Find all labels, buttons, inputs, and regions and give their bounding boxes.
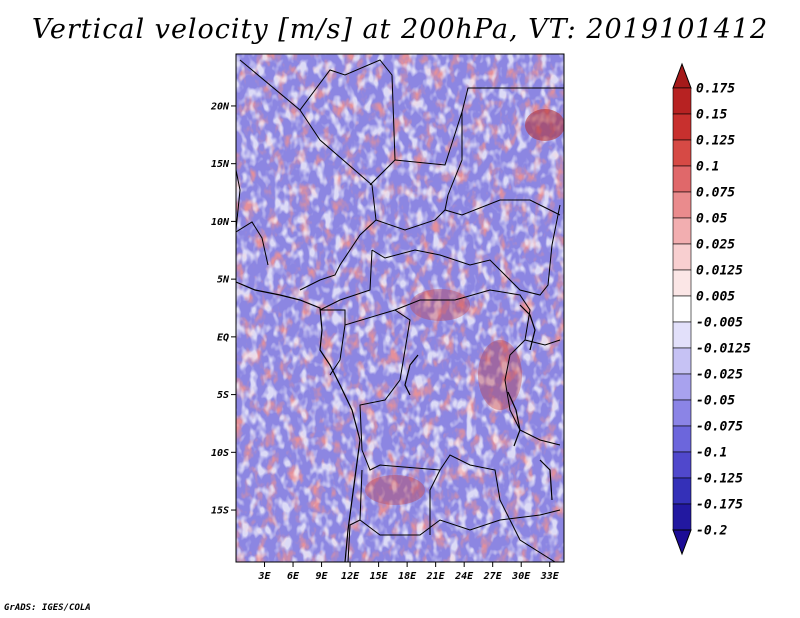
colorbar-segment [672,321,692,349]
lon-tick-label: 33E [540,571,560,582]
positive-patch-south [365,475,425,505]
lat-tick-label: 5N [217,275,230,286]
velocity-field [236,54,564,562]
lat-tick-label: EQ [217,332,229,343]
colorbar-segment [672,243,692,271]
colorbar-label: -0.125 [696,472,743,487]
positive-patch-ne [525,109,564,141]
lon-tick-label: 24E [454,571,474,582]
colorbar-label: -0.05 [696,394,735,409]
colorbar-bottom-arrow [672,529,692,556]
lon-tick-label: 21E [426,571,446,582]
lon-tick-label: 9E [316,571,329,582]
colorbar-label: 0.175 [696,82,735,97]
colorbar-segment [672,399,692,427]
lon-tick-label: 15E [370,571,389,582]
colorbar-segment [672,477,692,505]
positive-patch-central [410,289,470,321]
lat-tick-label: 5S [217,390,229,401]
lon-tick-label: 12E [341,571,360,582]
lat-tick-label: 10N [211,217,230,228]
colorbar-label: 0.15 [696,108,727,123]
colorbar-label: 0.05 [696,212,727,227]
colorbar-segment [672,347,692,375]
lat-tick-label: 10S [211,448,229,459]
chart-title: Vertical velocity [m/s] at 200hPa, VT: 2… [31,14,769,45]
colorbar-segment [672,139,692,167]
lon-tick-label: 3E [257,571,271,582]
colorbar-segment [672,503,692,531]
colorbar-label: 0.005 [696,290,735,305]
latitude-axis: 20N 15N 10N 5N EQ 5S 10S 15S [210,101,236,517]
colorbar-segment [672,217,692,245]
colorbar-label: -0.1 [696,446,727,461]
lat-tick-label: 15S [211,506,229,517]
coastline-and-lakes [236,281,553,562]
colorbar: 0.175 0.15 0.125 0.1 0.075 0.05 0.025 0.0125 0.0… [672,62,751,556]
lat-tick-label: 20N [210,101,230,112]
colorbar-segment [672,373,692,401]
colorbar-segment [672,191,692,219]
country-borders [236,59,564,562]
lon-tick-label: 18E [398,571,417,582]
lat-tick-label: 15N [211,159,230,170]
colorbar-label: 0.075 [696,186,735,201]
lon-tick-label: 6E [287,571,300,582]
lon-tick-label: 27E [483,571,503,582]
colorbar-label: -0.025 [696,368,743,383]
grads-credit: GrADS: IGES/COLA [4,603,91,613]
colorbar-label: 0.025 [696,238,735,253]
colorbar-label: 0.125 [696,134,735,149]
positive-patch-east [478,340,522,410]
colorbar-label: -0.175 [696,498,743,513]
colorbar-segment [672,425,692,453]
colorbar-label: -0.2 [696,524,727,539]
colorbar-top-arrow [672,62,692,89]
colorbar-segment [672,87,692,115]
colorbar-segment [672,451,692,479]
plot-frame [235,53,565,563]
colorbar-segment [672,165,692,193]
colorbar-label: -0.005 [696,316,743,331]
colorbar-segment [672,295,692,323]
colorbar-label: -0.0125 [696,342,751,357]
colorbar-label: 0.1 [696,160,719,175]
longitude-axis: 3E 6E 9E 12E 15E 18E 21E 24E 27E 30E 33E [257,562,560,582]
colorbar-label: 0.0125 [696,264,743,279]
colorbar-segment [672,113,692,141]
colorbar-label: -0.075 [696,420,743,435]
colorbar-segment [672,269,692,297]
lon-tick-label: 30E [511,571,531,582]
